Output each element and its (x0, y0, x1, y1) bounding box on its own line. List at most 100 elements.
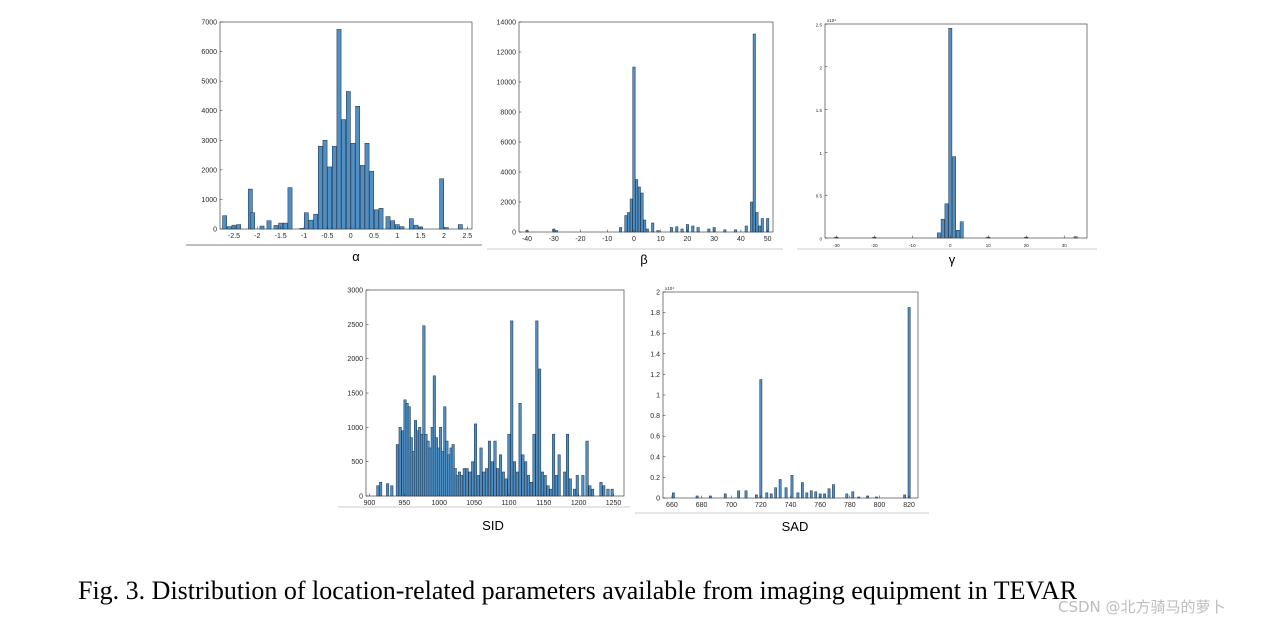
sid-bar (476, 475, 480, 497)
sid-bar (581, 475, 585, 497)
sid-bar (554, 475, 558, 497)
sad-xtick-label: 680 (696, 502, 708, 509)
histogram-gamma: -30 -20 -10 0 10 20 30 0 0.5 1 1.5 2 2.5 x10⁴ (797, 18, 1097, 250)
gamma-bar (948, 28, 953, 239)
gamma-bar (944, 203, 949, 239)
gamma-xtick-label: -30 (833, 243, 840, 248)
alpha-bar (313, 213, 319, 230)
csdn-watermark: CSDN @北方骑马的萝卜 (1058, 598, 1226, 616)
sad-bar (709, 495, 712, 499)
sid-bar (538, 368, 542, 497)
beta-bar (744, 225, 748, 233)
sad-bar (744, 490, 748, 499)
sad-ytick-label: 1.8 (650, 310, 660, 317)
sid-bar (510, 320, 514, 497)
gamma-xtick-label: 10 (986, 243, 992, 248)
beta-bar (635, 179, 639, 233)
sad-axes-frame (662, 291, 919, 499)
sid-bar (521, 454, 525, 497)
beta-ytick-label: 14000 (497, 20, 517, 27)
sad-bar (809, 490, 813, 499)
gamma-bar (952, 156, 956, 239)
beta-bar (691, 225, 695, 233)
sid-bar (386, 483, 390, 497)
sid-bar (585, 440, 589, 497)
beta-bar (680, 228, 684, 233)
alpha-bar (345, 91, 351, 230)
alpha-bar (457, 224, 463, 230)
sid-bar (549, 488, 553, 497)
sid-xtick-label: 1100 (501, 500, 516, 507)
alpha-bar (359, 165, 365, 230)
sid-bar (496, 468, 500, 497)
alpha-bar (373, 209, 379, 230)
beta-xtick-label: 0 (632, 236, 636, 243)
sid-bar (599, 482, 603, 497)
sad-bar (857, 496, 861, 499)
alpha-bar (399, 226, 405, 230)
sad-bar (823, 493, 826, 499)
alpha-bar (385, 216, 391, 230)
sad-xtick-label: 720 (755, 502, 767, 509)
sad-ytick-label: 0.4 (650, 454, 660, 461)
beta-bar (640, 192, 644, 233)
alpha-bar (443, 227, 449, 230)
sid-bar (568, 478, 572, 497)
histogram-sad-xlabel: SAD (781, 519, 809, 534)
alpha-bar (250, 212, 256, 230)
sad-ytick-label: 1.4 (650, 351, 660, 358)
sad-xtick-label: 820 (903, 502, 915, 509)
histogram-beta-panel: -40 -30 -20 -10 0 10 20 30 40 50 0 2000 4000 6000 8000… (487, 14, 783, 274)
sid-bar (535, 320, 539, 497)
alpha-bar (222, 215, 228, 230)
beta-xtick-label: 40 (737, 236, 745, 243)
sid-bar (529, 482, 533, 497)
histogram-alpha-xlabel: α (352, 249, 360, 264)
figure-caption: Fig. 3. Distribution of location-related… (78, 576, 1078, 605)
gamma-ytick-label: 1.5 (816, 108, 823, 113)
sad-xtick-label: 800 (874, 502, 886, 509)
beta-bar (734, 229, 738, 233)
alpha-ytick-label: 4000 (201, 108, 217, 115)
alpha-bar (226, 226, 232, 230)
sid-bar (499, 454, 503, 497)
sad-bar (907, 307, 911, 499)
beta-bar (675, 226, 679, 233)
alpha-bar (336, 29, 342, 230)
sad-bar (851, 491, 855, 499)
alpha-bar (355, 106, 361, 230)
beta-bar (760, 218, 764, 233)
sad-bar (866, 495, 869, 499)
histogram-gamma-panel: -30 -20 -10 0 10 20 30 0 0.5 1 1.5 2 2.5 x10⁴ γ (797, 14, 1097, 274)
alpha-bar (364, 142, 370, 230)
alpha-bar (369, 171, 375, 230)
alpha-bar (439, 178, 445, 230)
sid-xtick-label: 1150 (536, 500, 551, 507)
beta-bar (696, 227, 700, 233)
alpha-xtick-label: -1.5 (275, 233, 287, 240)
alpha-xtick-label: 0.5 (369, 233, 379, 240)
sid-bar (518, 403, 522, 497)
sid-bar (540, 471, 544, 497)
beta-bar (651, 222, 655, 233)
sad-bar (845, 493, 849, 499)
sad-xtick-label: 700 (725, 502, 737, 509)
alpha-xtick-label: 2 (442, 233, 446, 240)
alpha-bar (259, 225, 265, 230)
gamma-xtick-label: -10 (909, 243, 916, 248)
sid-bar (524, 461, 528, 497)
beta-bar (619, 227, 623, 233)
beta-bar (627, 212, 631, 233)
gamma-bar (1073, 236, 1078, 239)
beta-xtick-label: -30 (549, 236, 559, 243)
sid-bar (602, 485, 606, 497)
sid-bar (557, 454, 561, 497)
sid-bar (395, 444, 399, 497)
beta-ytick-label: 8000 (500, 110, 516, 117)
alpha-bar (341, 119, 347, 230)
beta-bar (629, 198, 633, 233)
histogram-beta: -40 -30 -20 -10 0 10 20 30 40 50 0 2000 4000 6000 8000… (487, 20, 783, 250)
alpha-bar (282, 222, 288, 230)
sid-xtick-label: 950 (399, 500, 411, 507)
alpha-bar (350, 142, 356, 230)
